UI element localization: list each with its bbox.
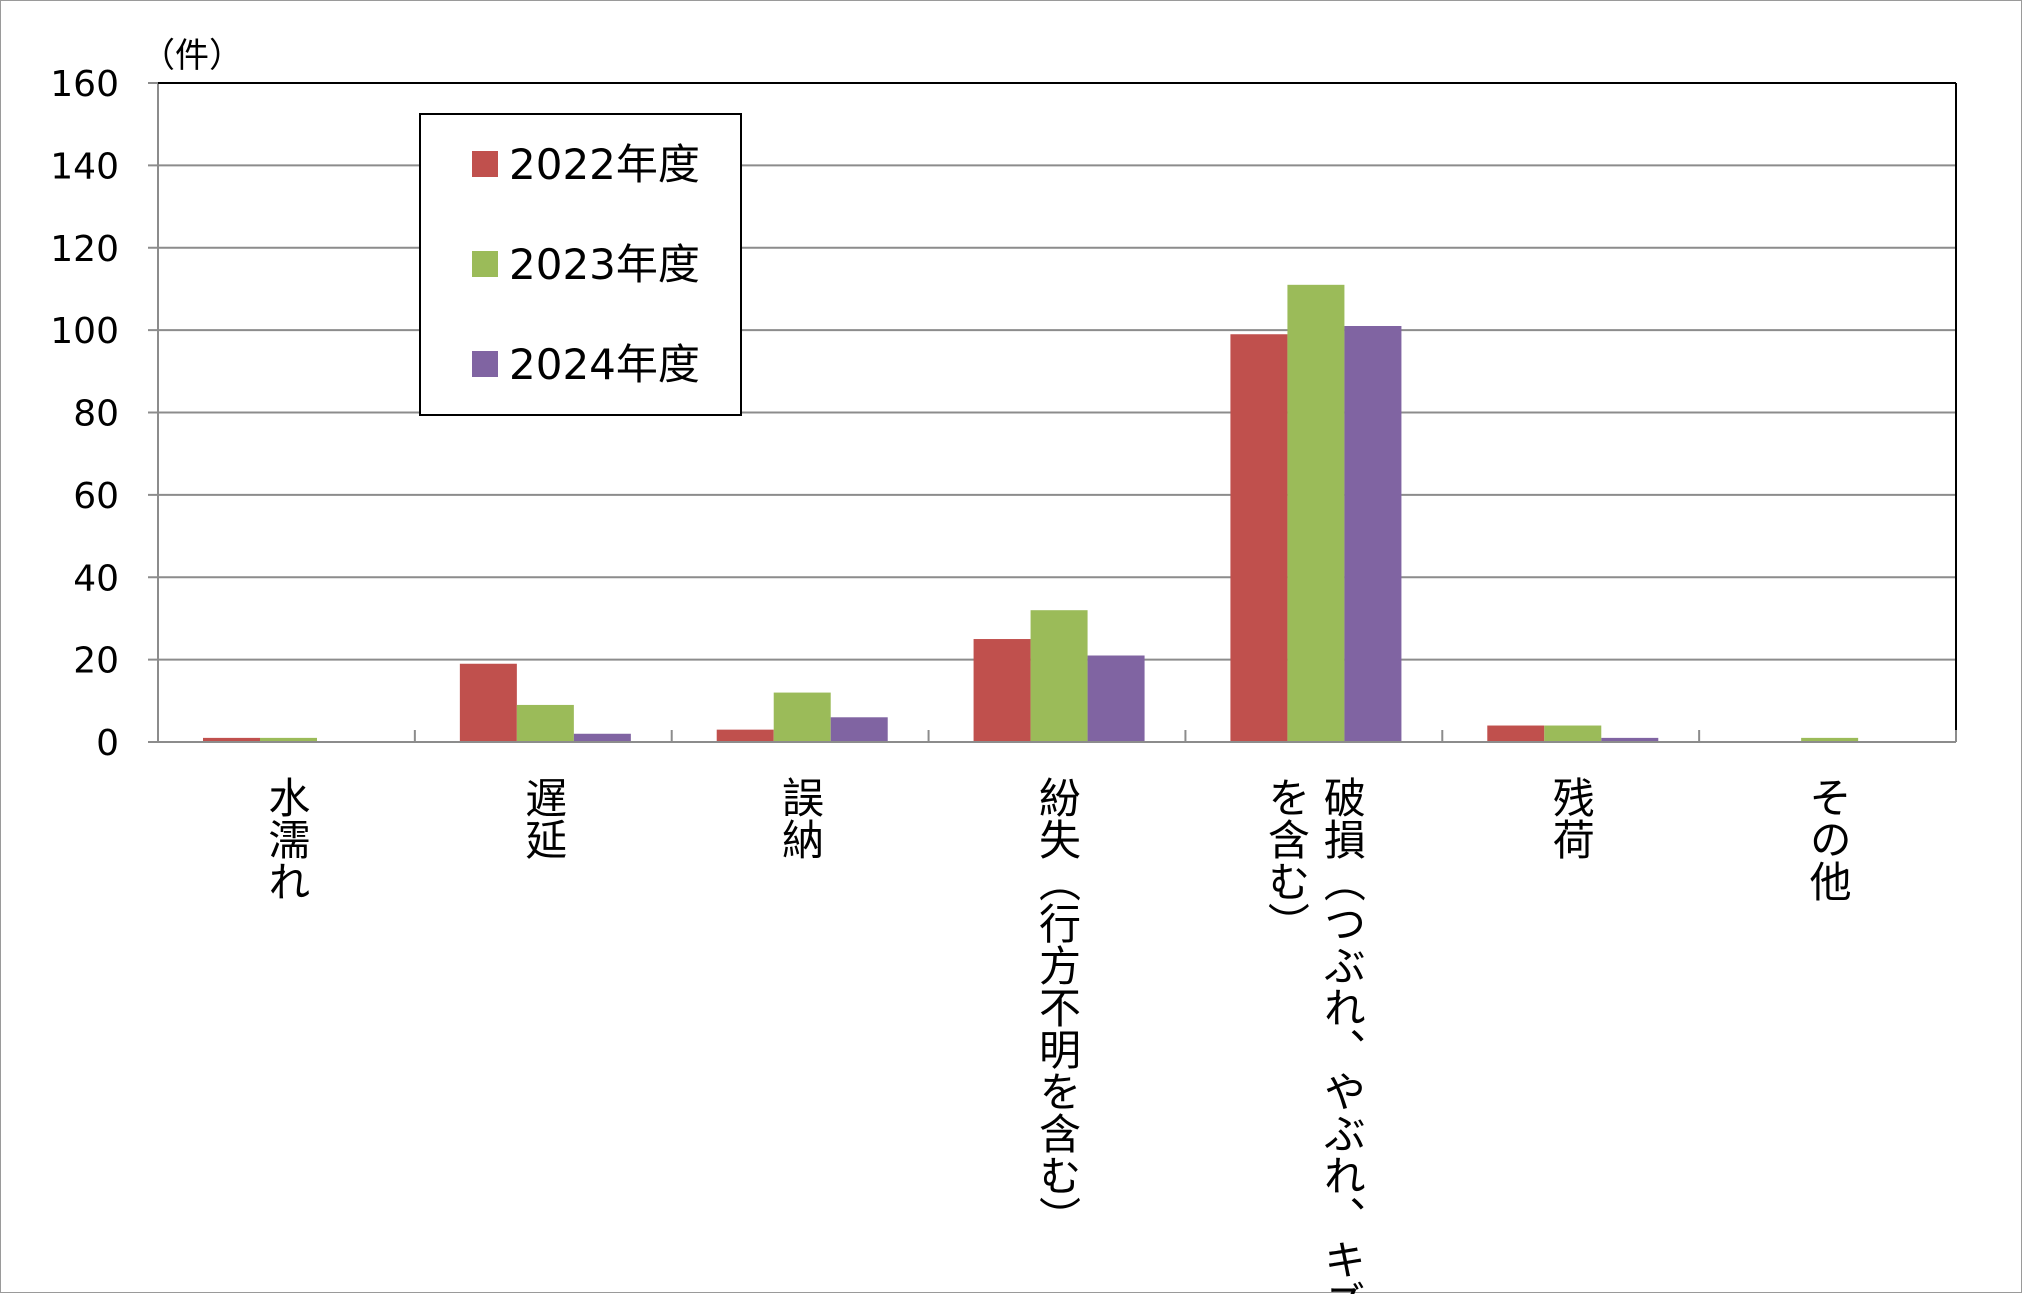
y-tick-label: 0: [96, 723, 119, 764]
legend-entry: 2024年度: [509, 340, 700, 389]
bar: [1344, 326, 1402, 742]
y-tick-label: 100: [50, 311, 119, 352]
bar: [1230, 334, 1288, 742]
legend-swatch: [472, 151, 498, 177]
bar: [830, 717, 888, 742]
y-tick-label: 60: [73, 476, 119, 517]
bar: [260, 737, 317, 742]
bar: [1087, 655, 1145, 742]
bar: [203, 737, 260, 742]
bar: [1544, 725, 1602, 742]
y-tick-label: 80: [73, 394, 119, 435]
bar: [1601, 737, 1659, 742]
y-tick-labels: 0 20 40 60 80 100 120 140 160: [50, 64, 119, 764]
bar: [1801, 737, 1859, 742]
x-category-label: 水濡れ: [262, 776, 311, 902]
x-category-label: を含む）: [1261, 776, 1310, 944]
x-category-label: 紛失（行方不明を含む）: [1033, 776, 1082, 1238]
bars: [203, 284, 1859, 742]
x-category-label: 残荷: [1546, 776, 1595, 860]
legend-entry: 2023年度: [509, 240, 700, 289]
x-category-label: 遅延: [519, 776, 568, 860]
bar: [459, 663, 517, 742]
x-category-label: その他: [1803, 776, 1852, 902]
axes: [148, 82, 1957, 743]
bar: [1287, 284, 1345, 742]
y-axis-unit-label: （件）: [141, 36, 243, 76]
bar: [1487, 725, 1545, 742]
x-category-label: 破損（つぶれ、やぶれ、キズ: [1317, 776, 1366, 1294]
bar: [516, 704, 574, 742]
y-tick-label: 160: [50, 64, 119, 105]
legend-swatch: [472, 351, 498, 377]
bar: [973, 639, 1031, 742]
y-tick-label: 40: [73, 558, 119, 599]
legend: 2022年度 2023年度 2024年度: [419, 113, 742, 416]
bar: [1030, 610, 1088, 742]
legend-swatch: [472, 251, 498, 277]
legend-entry: 2022年度: [509, 140, 700, 189]
bar: [716, 729, 774, 742]
x-category-label: 誤納: [776, 776, 825, 860]
y-tick-label: 120: [50, 229, 119, 270]
bar: [573, 733, 631, 742]
y-tick-label: 20: [73, 641, 119, 682]
y-tick-label: 140: [50, 146, 119, 187]
bar: [773, 692, 831, 742]
